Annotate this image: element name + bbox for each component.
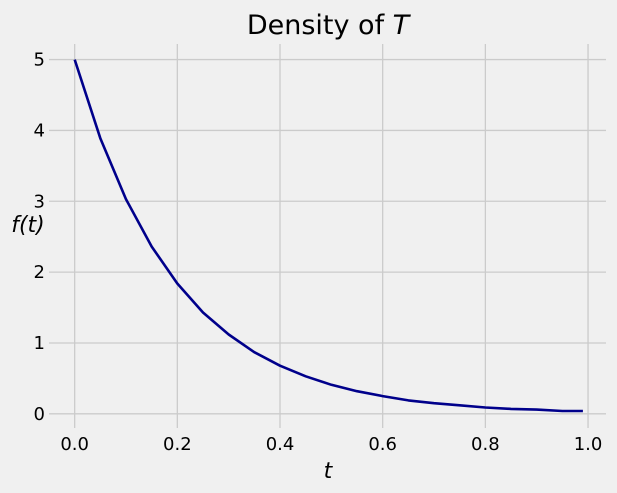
x-axis-label: t	[324, 459, 334, 484]
x-tick-label: 0.4	[266, 434, 295, 455]
density-curve	[73, 59, 583, 413]
y-tick-label: 5	[34, 50, 45, 71]
y-tick-label: 4	[34, 120, 45, 141]
x-tick-labels: 0.0 0.2 0.4 0.6 0.8 1.0	[60, 434, 602, 455]
y-axis-label: f(t)	[11, 213, 45, 238]
x-tick-label: 0.6	[368, 434, 397, 455]
y-gridlines	[49, 58, 606, 415]
y-tick-label: 2	[34, 262, 45, 283]
y-tick-labels: 0 1 2 3 4 5	[34, 50, 45, 425]
chart-title: Density of T	[247, 10, 412, 41]
x-tick-label: 1.0	[574, 434, 603, 455]
series-layer	[73, 59, 583, 413]
x-tick-label: 0.8	[471, 434, 500, 455]
y-tick-label: 3	[34, 191, 45, 212]
y-tick-label: 0	[34, 404, 45, 425]
y-tick-label: 1	[34, 333, 45, 354]
x-gridlines	[74, 44, 589, 428]
x-tick-label: 0.0	[60, 434, 89, 455]
x-tick-label: 0.2	[163, 434, 192, 455]
